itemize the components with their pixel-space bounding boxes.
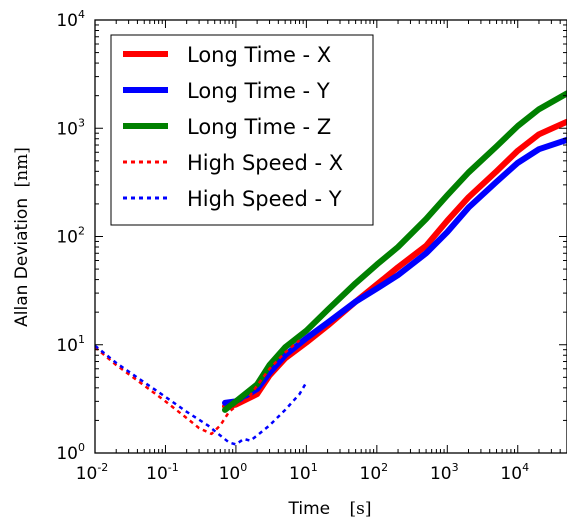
x-tick-label: 101: [289, 461, 318, 484]
x-axis-title: Time: [287, 499, 330, 519]
series-line-long-time-y: [222, 136, 567, 406]
legend-label: Long Time - X: [187, 43, 331, 67]
legend: Long Time - X Long Time - Y Long Time - Z H…: [110, 34, 374, 226]
tick-layer: [94, 19, 567, 454]
legend-label: Long Time - Z: [187, 115, 331, 139]
series-line-long-time-z: [222, 90, 567, 413]
y-tick-label: 104: [56, 8, 85, 31]
y-axis-label: Allan Deviation [nm]: [12, 147, 32, 327]
legend-label: High Speed - X: [187, 151, 343, 175]
x-tick-label: 10-2: [76, 461, 109, 484]
x-axis-unit: [s]: [350, 499, 372, 519]
y-tick-label: 103: [56, 116, 85, 139]
legend-label: Long Time - Y: [187, 79, 330, 103]
x-axis-label: Time [s]: [287, 499, 371, 519]
x-tick-label: 104: [500, 461, 529, 484]
y-tick-label: 100: [56, 441, 85, 464]
y-tick-label: 102: [56, 225, 85, 248]
legend-label: High Speed - Y: [187, 187, 342, 211]
y-axis-unit: [nm]: [12, 147, 32, 187]
legend-box: [110, 34, 374, 226]
series-layer: [95, 90, 567, 446]
y-tick-label: 101: [56, 333, 85, 356]
x-tick-label: 10-1: [146, 461, 179, 484]
series-line-high-speed-x: [95, 339, 301, 436]
series-line-high-speed-y: [95, 344, 308, 446]
x-tick-label: 103: [430, 461, 459, 484]
x-tick-label: 102: [360, 461, 389, 484]
y-axis-title: Allan Deviation: [12, 198, 32, 327]
tick-label-layer: 10-2 10-1 100 101 102 103 104 100 101 102 103 104: [56, 8, 529, 484]
x-tick-label: 100: [219, 461, 248, 484]
